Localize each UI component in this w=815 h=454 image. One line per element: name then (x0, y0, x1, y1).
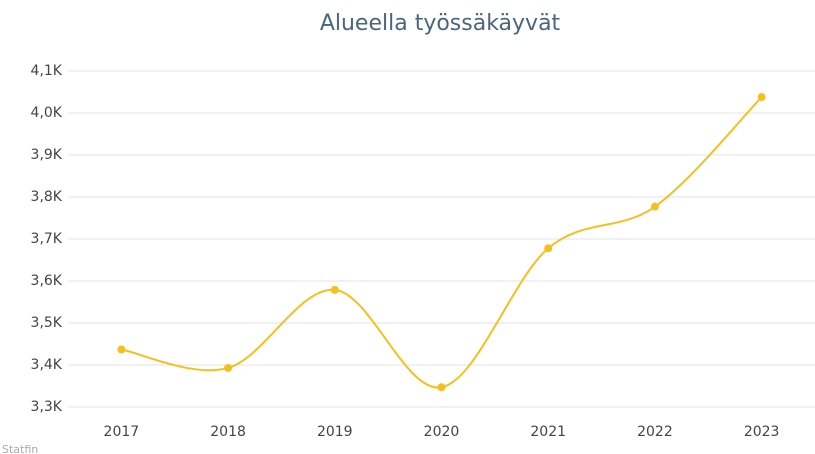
y-tick-label: 3,6K (31, 273, 63, 289)
x-tick-label: 2022 (637, 424, 673, 440)
point (757, 93, 766, 102)
x-tick-label: 2019 (317, 424, 353, 440)
y-tick-label: 3,7K (31, 231, 63, 247)
y-tick-label: 4,1K (31, 63, 63, 79)
y-tick-label: 3,4K (31, 357, 63, 373)
point (544, 244, 553, 253)
point (224, 363, 233, 372)
y-tick-label: 3,5K (31, 315, 63, 331)
x-tick-label: 2017 (104, 424, 140, 440)
y-tick-label: 4,0K (31, 105, 63, 121)
credit: Statfin (2, 443, 38, 454)
line (121, 96, 763, 389)
x-tick-label: 2023 (744, 424, 780, 440)
point (117, 345, 126, 354)
point (330, 285, 339, 294)
x-tick-label: 2020 (424, 424, 460, 440)
point (437, 383, 446, 392)
point (650, 202, 659, 211)
chart-title: Alueella työssäkäyvät (320, 11, 561, 36)
x-tick-label: 2018 (210, 424, 246, 440)
y-tick-label: 3,8K (31, 189, 63, 205)
y-tick-label: 3,9K (31, 147, 63, 163)
y-tick-label: 3,3K (31, 399, 63, 415)
x-tick-label: 2021 (530, 424, 566, 440)
